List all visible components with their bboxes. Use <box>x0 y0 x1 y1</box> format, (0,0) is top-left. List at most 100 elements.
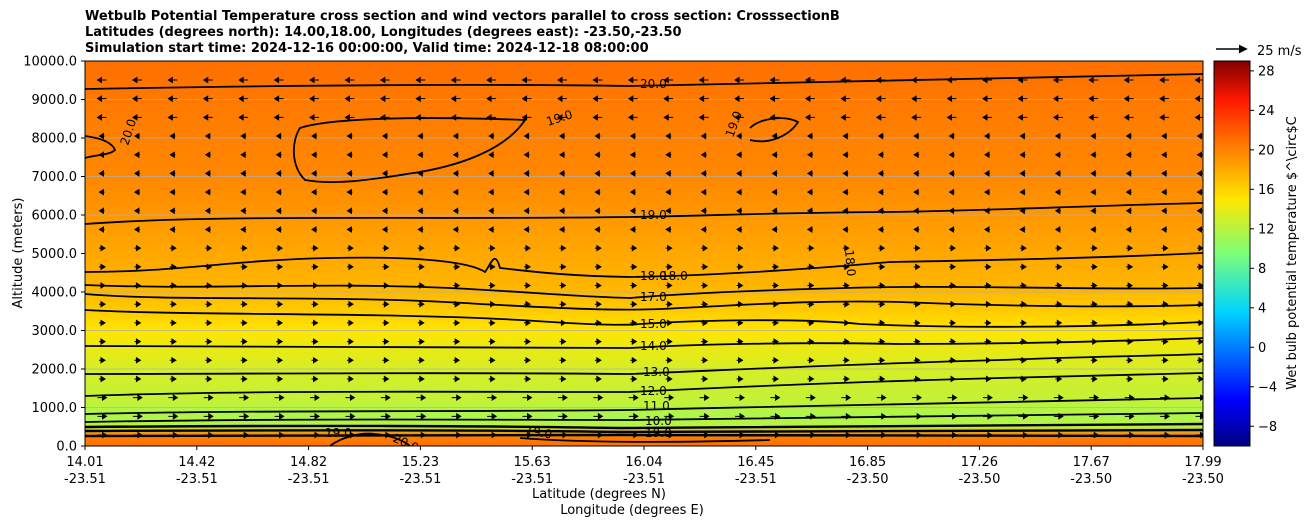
x-axis-label-lat: Latitude (degrees N) <box>532 487 666 502</box>
wind-vector <box>240 188 247 196</box>
wind-vector <box>1055 282 1063 289</box>
contour-20-left <box>85 135 117 159</box>
wind-vector <box>841 394 852 402</box>
wind-vector <box>381 226 388 233</box>
wind-vector <box>488 132 495 140</box>
wind-vector <box>1160 412 1171 420</box>
wind-vector <box>524 244 531 252</box>
wind-vector <box>1055 356 1063 364</box>
wind-vector <box>240 300 248 308</box>
wind-vector <box>1126 356 1134 364</box>
wind-vector <box>559 300 567 308</box>
wind-vector <box>274 394 285 402</box>
wind-vector <box>240 338 248 345</box>
wind-vector <box>240 375 248 383</box>
wind-vector <box>488 263 496 271</box>
wind-vector <box>806 132 813 140</box>
wind-vector <box>1090 263 1098 271</box>
svg-text:19.0: 19.0 <box>640 208 667 222</box>
wind-vector <box>736 319 744 327</box>
wind-vector <box>771 207 778 215</box>
wind-vector <box>630 263 638 271</box>
wind-vector <box>487 431 498 439</box>
wind-vector <box>1161 356 1169 364</box>
wind-vector <box>1019 300 1027 308</box>
wind-vector <box>346 282 354 289</box>
wind-vector <box>876 412 887 420</box>
wind-vector <box>665 300 673 308</box>
wind-vector <box>311 319 319 327</box>
wind-vector <box>276 338 284 345</box>
wind-vector <box>276 375 284 383</box>
wind-vector <box>804 95 815 103</box>
wind-vector <box>736 356 744 364</box>
contour-12 <box>85 372 1203 397</box>
wind-vector <box>629 207 636 215</box>
wind-vector <box>523 188 530 196</box>
wind-vector <box>344 95 355 103</box>
wind-vector <box>202 113 213 121</box>
wind-vector <box>735 412 745 420</box>
wind-vector <box>488 338 496 345</box>
wind-vector <box>806 207 813 215</box>
svg-text:19.0: 19.0 <box>524 423 553 441</box>
wind-vector <box>984 282 992 289</box>
wind-vector <box>134 338 142 345</box>
wind-vector <box>452 170 459 177</box>
wind-vector <box>947 431 958 439</box>
x-tick-label-lon: -23.51 <box>288 472 330 487</box>
wind-vector <box>131 95 142 103</box>
wind-vector <box>488 226 495 233</box>
wind-vector <box>557 95 567 103</box>
wind-vector <box>452 188 459 196</box>
contour-low-1 <box>85 422 1203 430</box>
wind-vector <box>594 319 602 327</box>
wind-vector <box>417 356 425 364</box>
wind-vector <box>557 113 567 121</box>
gridlines <box>85 99 1203 408</box>
wind-vector <box>1126 375 1134 383</box>
wind-vector <box>450 113 461 121</box>
colorbar-tick-label: 0 <box>1258 341 1266 356</box>
wind-vector <box>804 113 815 121</box>
wind-vector <box>559 244 567 252</box>
svg-text:19.0: 19.0 <box>325 426 352 440</box>
wind-vector <box>665 226 672 233</box>
wind-vector <box>524 300 531 308</box>
contour-label: 11.0 <box>643 399 670 413</box>
y-tick-label: 8000.0 <box>32 132 78 147</box>
wind-vector <box>524 263 531 271</box>
quiver-key-label: 25 m/s <box>1257 44 1302 59</box>
wind-vector <box>771 151 778 159</box>
wind-vector <box>205 375 213 383</box>
wind-vector <box>841 431 852 439</box>
wind-vector <box>807 319 815 327</box>
wind-vector <box>1090 338 1098 345</box>
wind-vector <box>949 319 957 327</box>
wind-vector <box>807 338 815 345</box>
wind-vector <box>771 300 779 308</box>
wind-vector <box>453 375 461 383</box>
wind-vector <box>1090 132 1097 140</box>
wind-vector <box>240 263 248 271</box>
wind-vector <box>630 319 638 327</box>
wind-vector <box>699 394 710 402</box>
wind-vector <box>1054 188 1061 196</box>
wind-vector <box>488 319 496 327</box>
wind-vector <box>982 431 993 439</box>
contour-15 <box>85 309 1203 328</box>
wind-vector <box>1054 207 1061 215</box>
wind-vector <box>346 188 353 196</box>
wind-vector <box>97 431 108 439</box>
wind-vector <box>98 188 105 196</box>
wind-vector <box>167 113 178 121</box>
wind-vector <box>1126 244 1134 252</box>
wind-vector <box>134 319 142 327</box>
wind-vector <box>1054 151 1061 159</box>
wind-vector <box>806 170 813 177</box>
x-axis-label-lon: Longitude (degrees E) <box>560 503 704 518</box>
wind-vector <box>842 188 849 196</box>
x-tick-label-lat: 17.99 <box>1184 455 1221 470</box>
wind-vector <box>205 282 213 289</box>
